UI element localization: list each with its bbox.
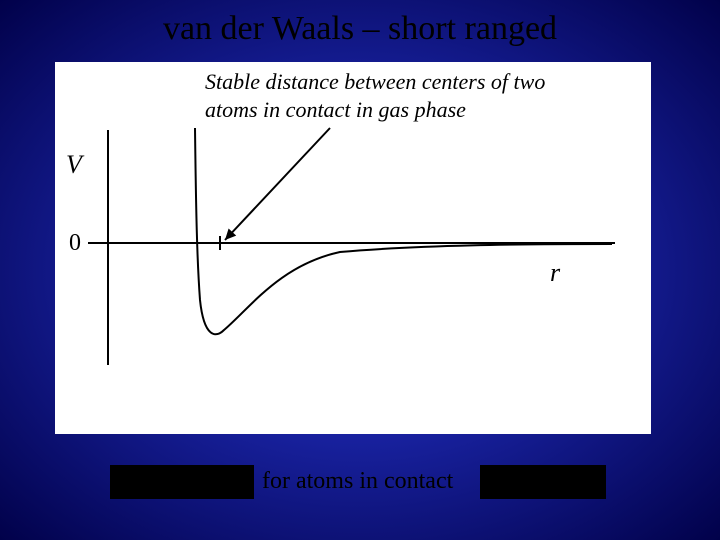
slide-title: van der Waals – short ranged (0, 10, 720, 48)
zero-label: 0 (69, 230, 81, 257)
caption-text: for atoms in contact (262, 468, 453, 495)
caption-mask-left (110, 465, 254, 499)
caption-mask-right (480, 465, 606, 499)
slide-root: van der Waals – short ranged V r 0 Stabl… (0, 0, 720, 540)
annotation-text: Stable distance between centers of twoat… (205, 68, 545, 123)
axis-label-v: V (66, 150, 82, 180)
axis-label-r: r (550, 258, 560, 288)
figure-panel: V r 0 Stable distance between centers of… (55, 62, 651, 434)
